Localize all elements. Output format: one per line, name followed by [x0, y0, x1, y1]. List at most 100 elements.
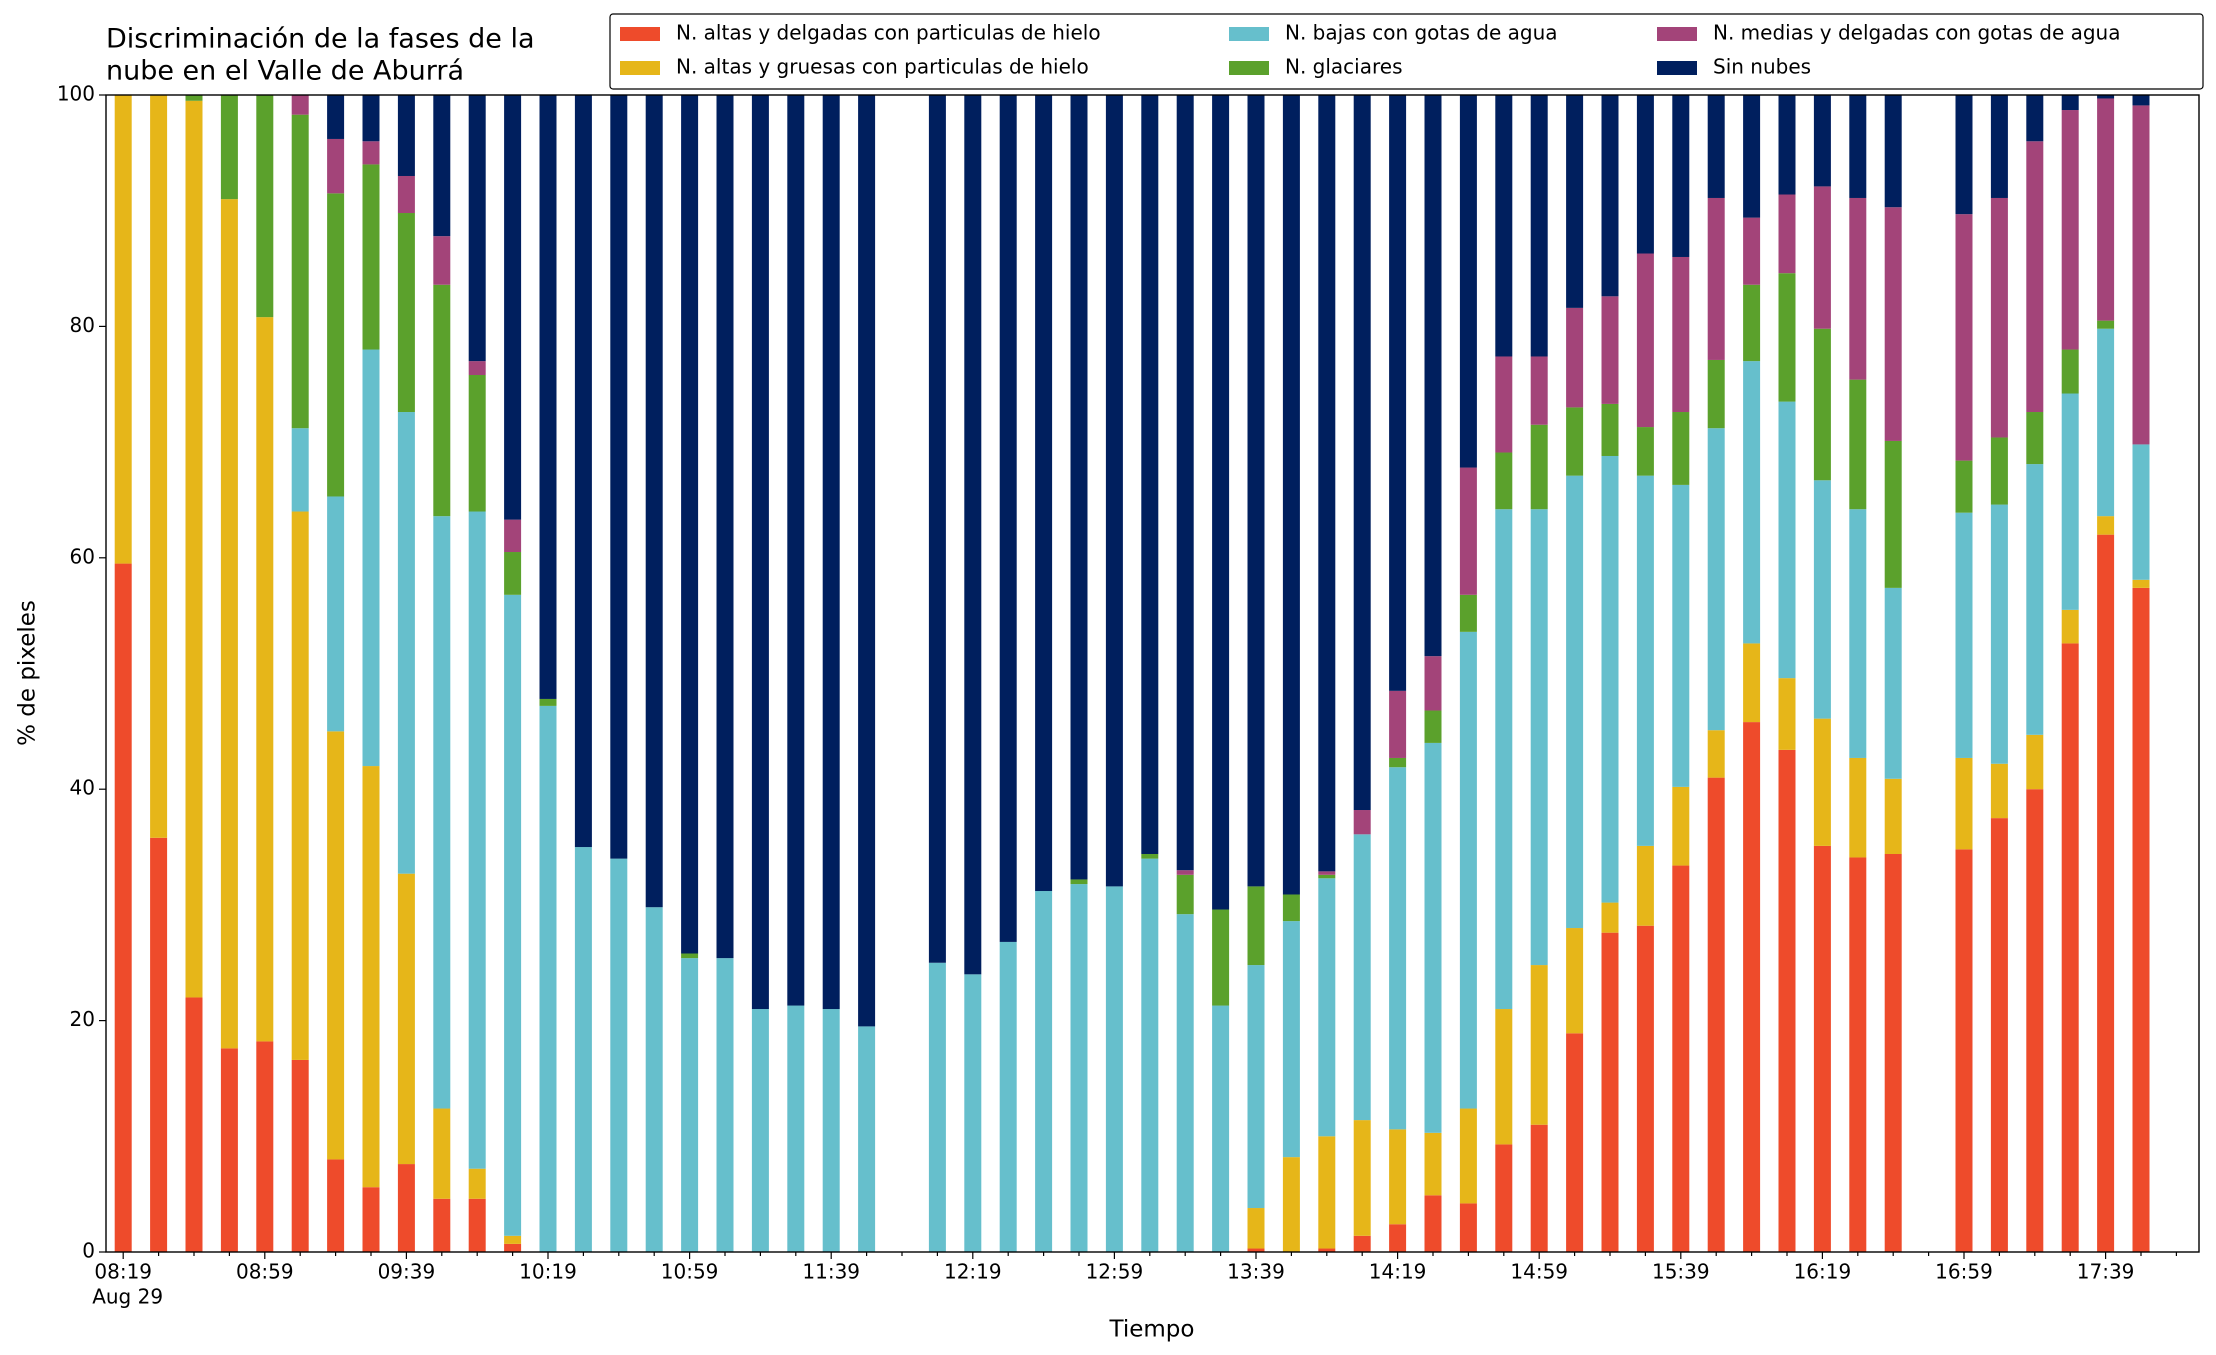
- bar-segment: [1743, 643, 1761, 723]
- bar-segment: [2097, 534, 2115, 1252]
- bar-segment: [1707, 730, 1725, 778]
- bar-segment: [1672, 95, 1690, 257]
- bar-segment: [1566, 407, 1584, 476]
- bar-segment: [362, 95, 380, 142]
- bar-segment: [256, 95, 274, 318]
- bar-segment: [1813, 845, 1831, 1252]
- bar-segment: [327, 138, 345, 194]
- bar-segment: [964, 974, 982, 1252]
- bar-segment: [1105, 886, 1123, 1252]
- bar-segment: [1424, 710, 1442, 743]
- bar-segment: [1707, 777, 1725, 1252]
- bar-segment: [397, 95, 415, 176]
- x-tick-label: 13:39: [1227, 1260, 1285, 1284]
- bar-segment: [362, 1187, 380, 1252]
- bar-segment: [1318, 1248, 1336, 1252]
- bar-segment: [858, 1026, 876, 1252]
- bar-segment: [1176, 874, 1194, 915]
- chart-title: Discriminación de la fases de la: [106, 24, 535, 55]
- bar-segment: [1636, 845, 1654, 926]
- bar-segment: [1353, 1235, 1371, 1252]
- bar-segment: [1566, 928, 1584, 1034]
- x-tick-label: 10:19: [519, 1260, 577, 1284]
- bar-segment: [397, 873, 415, 1165]
- bar-segment: [1353, 810, 1371, 835]
- x-tick-label: 08:59: [236, 1260, 294, 1284]
- bar-segment: [1353, 1120, 1371, 1236]
- bar-segment: [751, 95, 769, 1010]
- bar-segment: [645, 95, 663, 908]
- bar-segment: [539, 95, 557, 699]
- bar-segment: [291, 1059, 309, 1252]
- bar-segment: [858, 95, 876, 1027]
- legend-swatch: [1657, 27, 1697, 41]
- bar-segment: [716, 958, 734, 1252]
- bar-segment: [1955, 214, 1973, 461]
- bar-segment: [327, 731, 345, 1160]
- bar-segment: [1530, 509, 1548, 966]
- bar-segment: [1672, 256, 1690, 413]
- bar-segment: [220, 1048, 238, 1252]
- bar-segment: [539, 698, 557, 706]
- bar-segment: [2132, 105, 2150, 445]
- bar-segment: [1389, 1224, 1407, 1252]
- bar-segment: [1176, 914, 1194, 1252]
- x-tick-label: 10:59: [661, 1260, 719, 1284]
- bar-segment: [1672, 484, 1690, 787]
- bar-segment: [1884, 587, 1902, 779]
- bar-segment: [362, 164, 380, 350]
- bar-segment: [1247, 886, 1265, 966]
- bar-segment: [1601, 902, 1619, 933]
- x-tick-label: 16:19: [1794, 1260, 1852, 1284]
- legend-swatch: [1657, 61, 1697, 75]
- bar-segment: [2026, 95, 2044, 142]
- bar-segment: [1070, 879, 1088, 885]
- legend-box: [609, 13, 2204, 90]
- bar-segment: [1282, 894, 1300, 922]
- bar-segment: [1389, 767, 1407, 1130]
- bar-segment: [1530, 356, 1548, 425]
- bar-segment: [1778, 95, 1796, 195]
- bar-segment: [1990, 504, 2008, 764]
- bar-segment: [1601, 95, 1619, 297]
- bar-segment: [2132, 587, 2150, 1252]
- y-axis-label: % de pixeles: [15, 600, 41, 746]
- legend-swatch: [1229, 27, 1269, 41]
- bar-segment: [1955, 849, 1973, 1252]
- bar-segment: [610, 95, 628, 859]
- bar-segment: [220, 95, 238, 200]
- bar-segment: [822, 1009, 840, 1252]
- bar-segment: [1849, 379, 1867, 510]
- bar-segment: [1070, 884, 1088, 1252]
- bar-segment: [2061, 609, 2079, 644]
- bar-segment: [1707, 428, 1725, 731]
- bar-segment: [1035, 95, 1053, 892]
- bar-segment: [1105, 95, 1123, 887]
- bar-segment: [1743, 361, 1761, 644]
- bar-segment: [256, 1041, 274, 1252]
- bar-segment: [185, 997, 203, 1252]
- bar-segment: [1778, 401, 1796, 679]
- bar-segment: [1743, 217, 1761, 285]
- bar-segment: [2097, 95, 2115, 99]
- bar-segment: [1707, 359, 1725, 429]
- legend-label: N. altas y gruesas con particulas de hie…: [676, 55, 1089, 79]
- bar-segment: [1459, 1203, 1477, 1252]
- bar-segment: [1601, 455, 1619, 903]
- bar-segment: [433, 516, 451, 1109]
- bar-segment: [1813, 328, 1831, 481]
- bar-segment: [1495, 356, 1513, 453]
- bar-segment: [1813, 718, 1831, 846]
- bar-segment: [504, 1235, 522, 1244]
- bar-segment: [1849, 95, 1867, 198]
- bar-segment: [1424, 1132, 1442, 1196]
- y-tick-label: 80: [70, 313, 95, 337]
- bar-segment: [1459, 631, 1477, 1109]
- bar-segment: [1636, 253, 1654, 428]
- bar-segment: [1282, 1157, 1300, 1252]
- bar-segment: [1990, 197, 2008, 438]
- bar-segment: [504, 95, 522, 520]
- bar-segment: [468, 95, 486, 362]
- bar-segment: [1282, 95, 1300, 895]
- bar-segment: [928, 95, 946, 963]
